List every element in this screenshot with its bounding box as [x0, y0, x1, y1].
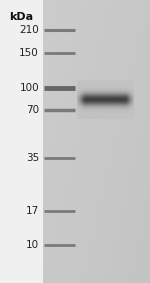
- FancyBboxPatch shape: [0, 0, 43, 283]
- Text: 17: 17: [26, 206, 39, 216]
- Text: 35: 35: [26, 153, 39, 164]
- Text: 100: 100: [19, 83, 39, 93]
- Text: kDa: kDa: [9, 12, 33, 22]
- Text: 210: 210: [19, 25, 39, 35]
- FancyBboxPatch shape: [43, 0, 150, 283]
- Text: 70: 70: [26, 105, 39, 115]
- Text: 150: 150: [19, 48, 39, 58]
- Text: 10: 10: [26, 240, 39, 250]
